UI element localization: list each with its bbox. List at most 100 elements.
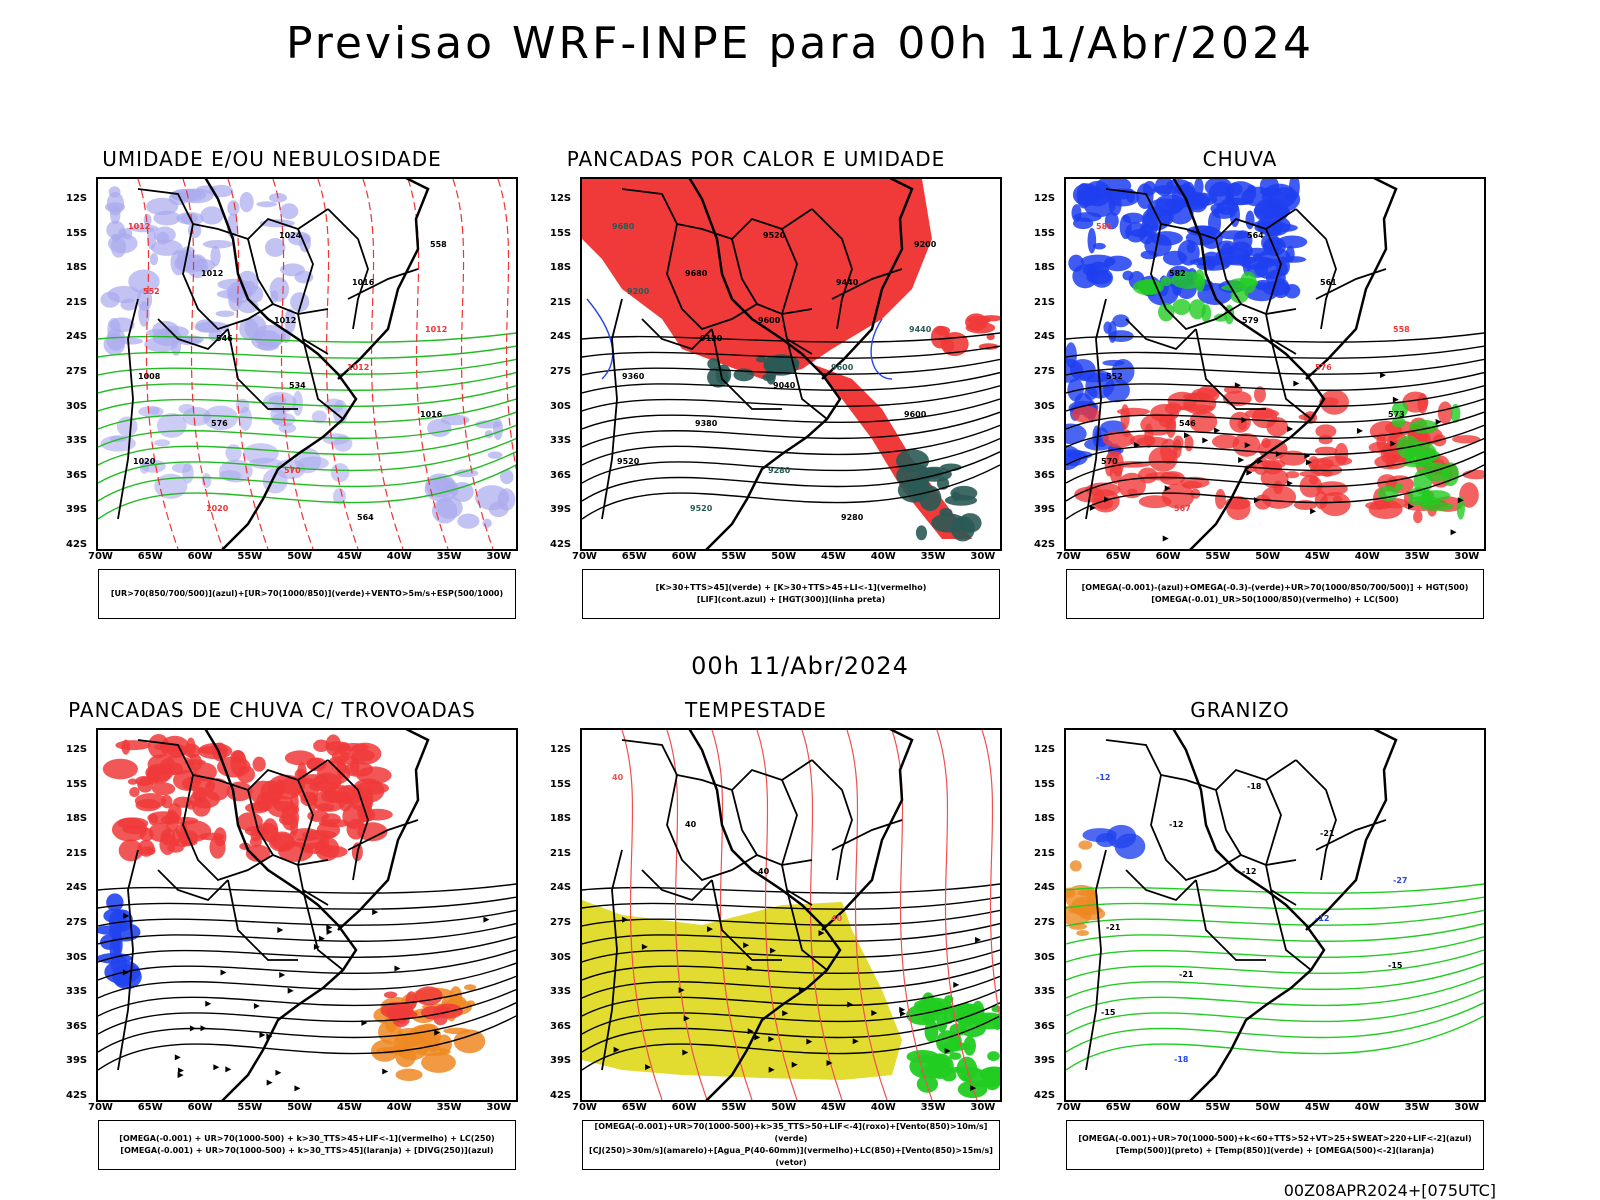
panel-title: TEMPESTADE (685, 698, 827, 722)
shaded-cell (174, 254, 206, 273)
panel-legend: [OMEGA(-0.001)-(azul)+OMEGA(-0.3)-(verde… (1066, 569, 1484, 619)
contour-line (1066, 345, 1484, 359)
contour-line (1066, 424, 1484, 466)
map-canvas: 40 40 40 40 (582, 730, 1000, 1100)
country-border (731, 238, 758, 305)
shaded-cell (949, 1052, 962, 1060)
arrow-head (953, 981, 960, 988)
arrow-head (1379, 372, 1386, 379)
shaded-cell (156, 413, 187, 438)
lat-tick-label: 12S (66, 744, 88, 755)
shaded-cell (110, 236, 127, 258)
shaded-cell (414, 986, 443, 1006)
lat-tick-label: 39S (550, 504, 572, 516)
lat-tick-label: 33S (1034, 435, 1056, 447)
arrow-head (743, 942, 750, 949)
map-frame: 40 40 40 40 (580, 728, 1002, 1102)
arrow-head (1184, 432, 1191, 439)
country-border (157, 869, 229, 902)
country-border (731, 789, 758, 856)
shaded-cell (1167, 200, 1194, 225)
panel-title: UMIDADE E/OU NEBULOSIDADE (102, 147, 442, 171)
country-border (1105, 739, 1297, 792)
contour-line (666, 730, 708, 1100)
shaded-cell (194, 321, 230, 333)
panel-title: PANCADAS POR CALOR E UMIDADE (566, 147, 946, 171)
shaded-cell (215, 310, 235, 317)
contour-line (582, 1002, 1000, 1053)
contour-line (756, 730, 798, 1100)
shaded-cell (122, 227, 133, 240)
arrow-head (826, 1059, 833, 1066)
contour-line (1066, 371, 1484, 394)
arrow-head (645, 1064, 652, 1071)
arrow-head (1457, 497, 1464, 504)
arrow-head (259, 1032, 266, 1039)
arrow-head (1275, 450, 1282, 457)
shaded-cell (1315, 424, 1337, 439)
shaded-cell (433, 1012, 448, 1026)
arrow-head (1214, 427, 1221, 434)
shaded-cell (1215, 489, 1226, 510)
shaded-cell (167, 844, 184, 853)
arrow-head (769, 947, 776, 954)
main-title: Previsao WRF-INPE para 00h 11/Abr/2024 (285, 18, 1314, 69)
shaded-cell (1071, 204, 1082, 222)
contour-line (582, 385, 1000, 412)
country-border (1270, 889, 1312, 971)
contour-label: 573 (1388, 410, 1405, 419)
lat-tick-label: 30S (550, 951, 572, 963)
contour-line (1066, 332, 1484, 343)
country-border (137, 739, 329, 792)
contour-label: -12 (1096, 773, 1110, 782)
contour-line (1066, 385, 1484, 412)
lon-tick-label: 50W (287, 551, 313, 562)
lon-tick-label: 40W (1354, 1102, 1380, 1113)
shaded-cell (362, 808, 393, 821)
arrow-head (678, 987, 685, 994)
shaded-cell (109, 317, 135, 333)
shaded-cell (320, 813, 341, 826)
arrow-head (372, 909, 379, 916)
shaded-cell (172, 816, 199, 825)
shaded-cell (284, 308, 296, 334)
contour-label: 40 (758, 867, 770, 876)
shaded-cell (763, 354, 799, 376)
country-border (327, 208, 369, 330)
shaded-cell (707, 366, 729, 388)
country-border (1195, 328, 1266, 410)
contour-label: 1012 (425, 325, 447, 334)
lat-tick-label: 18S (1034, 813, 1056, 825)
shaded-cell (216, 289, 252, 300)
lat-tick-label: 21S (66, 296, 88, 308)
shaded-cell (160, 794, 173, 809)
shaded-cell (1136, 183, 1154, 209)
arrow-head (970, 1085, 977, 1092)
contour-line (98, 451, 516, 502)
lon-tick-label: 65W (137, 551, 163, 562)
lon-tick-label: 30W (486, 1102, 512, 1113)
contour-line (846, 730, 888, 1100)
shaded-cell (1072, 264, 1098, 289)
legend-line: [OMEGA(-0.001)-(azul)+OMEGA(-0.3)-(verde… (1081, 583, 1469, 592)
contour-label: 9200 (914, 240, 937, 249)
contour-line (98, 345, 516, 359)
shaded-cell (1116, 407, 1150, 416)
shaded-cell (292, 390, 304, 417)
contour-label: -12 (1169, 820, 1183, 829)
contour-line (1066, 922, 1484, 945)
shaded-cell (239, 317, 259, 341)
country-border (1150, 774, 1297, 882)
shaded-cell (245, 844, 271, 862)
shaded-cell (242, 443, 279, 464)
contour-label: 1020 (133, 457, 156, 466)
shaded-cell (1104, 212, 1119, 230)
arrow-head (177, 1067, 184, 1074)
lat-tick-label: 42S (550, 1090, 572, 1101)
country-border (786, 889, 828, 971)
contour-line (1066, 883, 1484, 894)
lon-tick-label: 30W (970, 1102, 996, 1113)
shaded-cell (270, 290, 279, 303)
contour-label: 9520 (617, 457, 640, 466)
lat-tick-label: 24S (1034, 882, 1056, 894)
